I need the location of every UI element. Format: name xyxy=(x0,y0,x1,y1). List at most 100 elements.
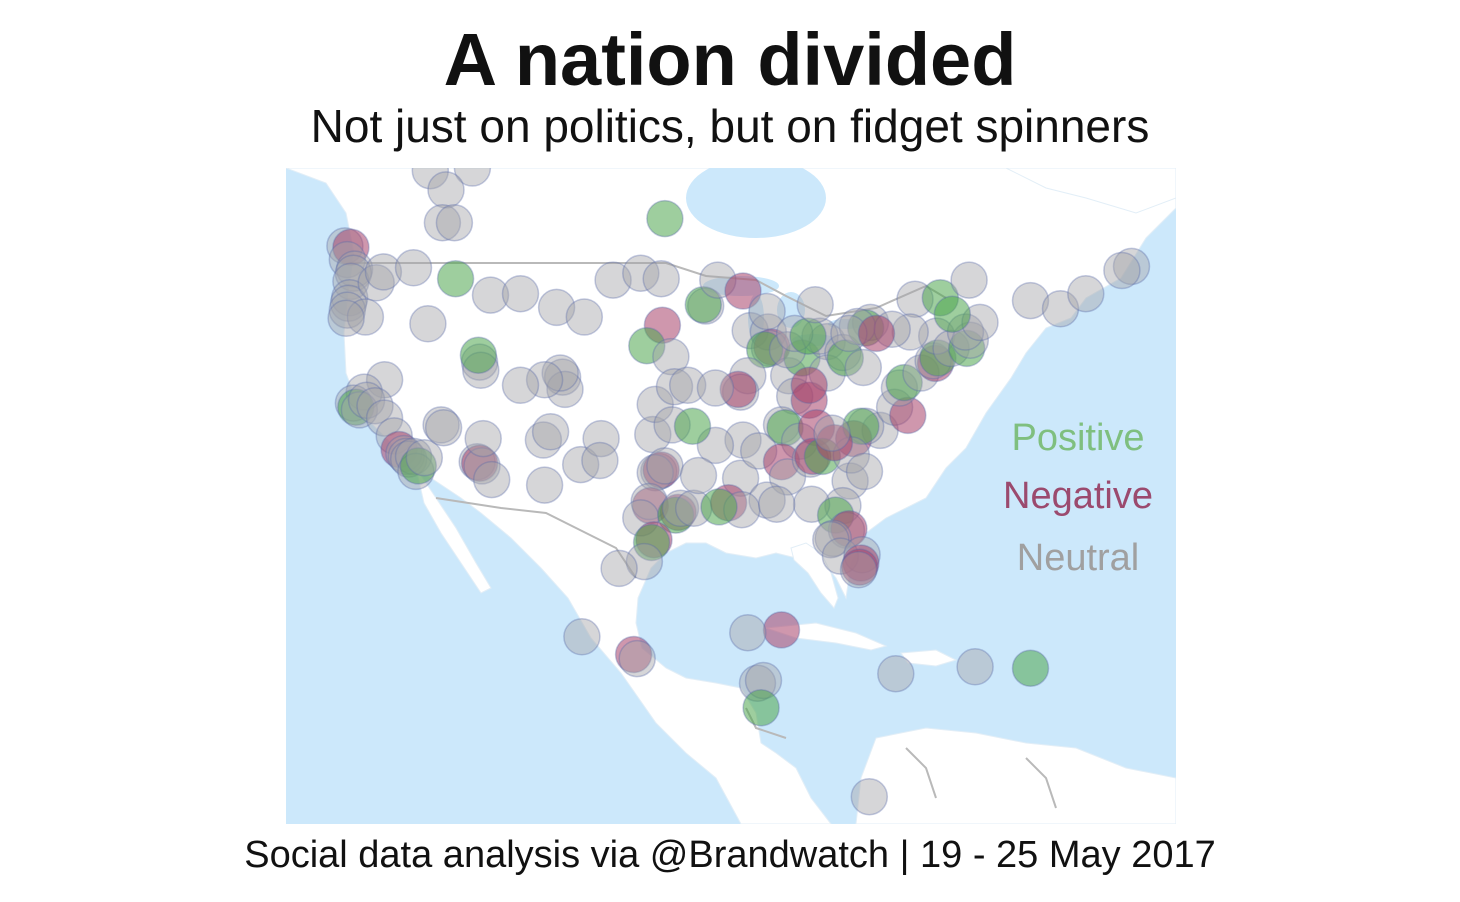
point-neutral xyxy=(329,284,368,323)
legend-positive: Positive xyxy=(1011,417,1145,459)
point-neutral xyxy=(537,288,576,327)
point-neutral xyxy=(334,254,373,292)
hudson-bay xyxy=(686,168,826,238)
point-positive xyxy=(459,336,498,374)
point-positive xyxy=(933,295,972,333)
hispaniola xyxy=(900,649,958,667)
point-negative xyxy=(815,423,854,462)
sentiment-points xyxy=(326,168,1151,816)
point-positive xyxy=(742,689,780,727)
point-neutral xyxy=(813,414,851,452)
point-neutral xyxy=(1067,274,1105,313)
point-negative xyxy=(790,366,828,405)
florida-peninsula xyxy=(790,542,839,609)
point-neutral xyxy=(679,456,718,495)
point-neutral xyxy=(328,240,367,279)
point-neutral xyxy=(950,261,988,299)
point-positive xyxy=(885,363,923,402)
source-footer: Social data analysis via @Brandwatch | 1… xyxy=(244,834,1216,876)
point-neutral xyxy=(877,654,915,693)
point-neutral xyxy=(525,466,564,504)
point-positive xyxy=(632,523,671,562)
point-neutral xyxy=(622,254,660,292)
point-neutral xyxy=(356,387,394,425)
point-neutral xyxy=(565,298,604,336)
point-negative xyxy=(614,635,653,674)
point-neutral xyxy=(365,399,404,437)
sentiment-map: Positive Negative Neutral xyxy=(286,168,1176,824)
point-neutral xyxy=(405,438,444,477)
map-canvas xyxy=(286,168,1176,824)
point-neutral xyxy=(435,203,474,242)
point-positive xyxy=(436,259,475,298)
point-neutral xyxy=(501,366,540,405)
point-positive xyxy=(628,326,666,365)
point-negative xyxy=(642,451,680,489)
point-neutral xyxy=(427,171,465,209)
point-neutral xyxy=(501,274,540,313)
point-neutral xyxy=(340,391,379,429)
point-neutral xyxy=(646,447,684,485)
northern-islands xyxy=(1005,168,1176,214)
point-neutral xyxy=(409,305,447,343)
point-neutral xyxy=(668,366,707,405)
legend-negative: Negative xyxy=(1003,475,1153,517)
point-neutral xyxy=(581,441,619,480)
point-neutral xyxy=(463,447,501,485)
point-neutral xyxy=(748,481,786,519)
point-positive xyxy=(826,339,865,377)
point-neutral xyxy=(541,354,579,392)
point-neutral xyxy=(531,413,570,451)
point-neutral xyxy=(543,358,582,396)
point-neutral xyxy=(1103,251,1141,290)
point-neutral xyxy=(525,361,564,399)
point-neutral xyxy=(422,406,460,444)
point-neutral xyxy=(424,408,463,447)
point-negative xyxy=(724,272,762,310)
point-neutral xyxy=(524,421,563,459)
point-neutral xyxy=(357,264,395,302)
point-neutral xyxy=(618,639,656,678)
point-positive xyxy=(947,329,986,368)
point-neutral xyxy=(335,250,374,288)
point-neutral xyxy=(1112,247,1151,286)
point-neutral xyxy=(582,419,620,458)
point-neutral xyxy=(423,203,462,242)
point-neutral xyxy=(831,462,869,500)
point-neutral xyxy=(364,253,403,291)
point-neutral xyxy=(748,292,786,331)
point-neutral xyxy=(1011,281,1050,320)
point-neutral xyxy=(464,419,502,458)
point-neutral xyxy=(394,249,433,287)
point-neutral xyxy=(1041,290,1080,328)
point-negative xyxy=(332,228,370,267)
point-positive xyxy=(673,407,712,446)
point-neutral xyxy=(546,370,584,409)
map-title: A nation divided xyxy=(443,18,1017,101)
point-neutral xyxy=(327,299,365,338)
point-neutral xyxy=(951,321,990,359)
point-neutral xyxy=(724,421,762,459)
point-neutral xyxy=(839,551,878,589)
point-neutral xyxy=(634,415,672,454)
point-positive xyxy=(1011,649,1050,687)
us-canada-border xyxy=(346,262,947,318)
point-positive xyxy=(656,496,695,534)
point-neutral xyxy=(347,381,386,420)
point-neutral xyxy=(625,542,664,581)
point-neutral xyxy=(757,485,796,523)
point-positive xyxy=(700,488,738,526)
south-america xyxy=(855,727,1176,824)
point-neutral xyxy=(845,452,884,491)
point-neutral xyxy=(636,385,674,424)
point-neutral xyxy=(812,520,850,559)
us-mexico-border xyxy=(435,497,637,579)
point-neutral xyxy=(328,291,367,329)
point-neutral xyxy=(594,261,632,299)
point-negative xyxy=(830,510,868,548)
point-neutral xyxy=(956,648,994,686)
point-neutral xyxy=(346,298,385,336)
point-neutral xyxy=(814,519,852,558)
point-negative xyxy=(762,611,801,649)
point-negative xyxy=(719,370,757,409)
